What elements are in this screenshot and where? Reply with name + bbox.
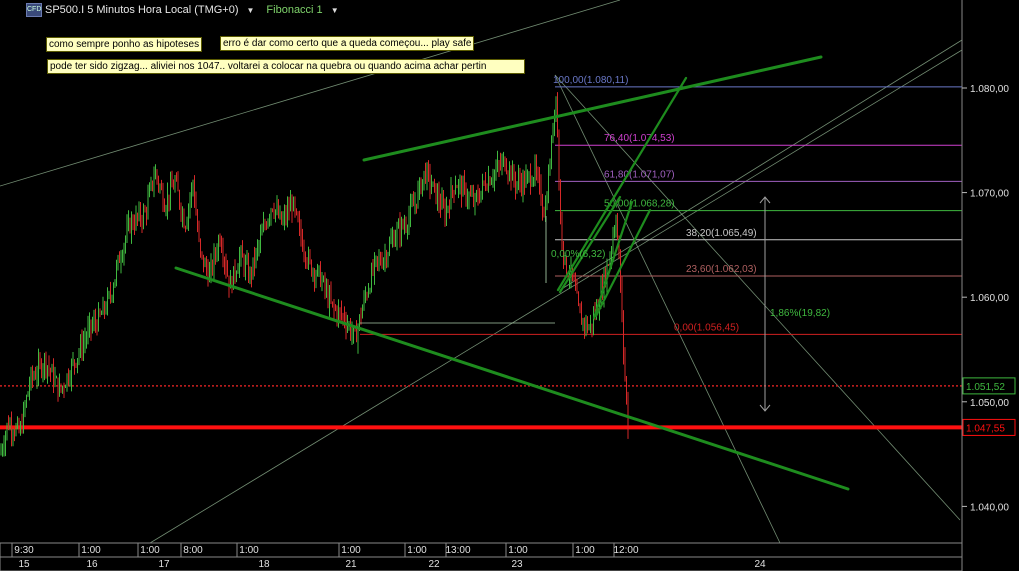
x-axis: 9:30 1:00 1:00 8:00 1:00 1:00 1:00 13:00 1:00 1:0… — [11, 543, 766, 570]
y-tick-label: 1.040,00 — [970, 502, 1009, 513]
trendline-1 — [174, 266, 850, 491]
trendline-4 — [558, 195, 622, 294]
horizontal-levels — [0, 385, 962, 430]
x-time-label: 1:00 — [341, 545, 361, 556]
chart-title: SP500.I 5 Minutos Hora Local (TMG+0) — [45, 4, 239, 16]
fib-label-5: 23,60(1.062,03) — [686, 264, 757, 275]
y-tick-label: 1.070,00 — [970, 189, 1009, 200]
x-time-label: 1:00 — [140, 545, 160, 556]
x-time-label: 8:00 — [183, 545, 203, 556]
cfd-icon: CFD — [26, 3, 42, 17]
trendline-3 — [592, 200, 634, 320]
symbol-dropdown-icon[interactable]: ▼ — [246, 5, 255, 15]
x-time-label: 9:30 — [14, 545, 34, 556]
x-day-label: 24 — [754, 559, 766, 570]
y-tick-label: 1.060,00 — [970, 293, 1009, 304]
x-time-label: 13:00 — [445, 545, 470, 556]
trendline-2 — [556, 76, 688, 292]
trendline-5 — [594, 208, 652, 318]
x-day-label: 18 — [258, 559, 270, 570]
y-tick-label: 1.050,00 — [970, 398, 1009, 409]
fib-zero-pct-label: 0,00%(6,32) — [551, 249, 605, 260]
price-box-1 — [962, 418, 1016, 436]
trendline-0 — [362, 55, 823, 162]
note-hypotheses[interactable]: como sempre ponho as hipoteses — [46, 37, 203, 52]
x-day-label: 17 — [158, 559, 170, 570]
y-tick-label: 1.080,00 — [970, 84, 1009, 95]
measure-arrow-head-top — [759, 196, 771, 204]
fib-label-4: 38,20(1.065,49) — [686, 228, 757, 239]
note-play-safe[interactable]: erro é dar como certo que a queda começo… — [220, 36, 475, 51]
chart-header: CFD SP500.I 5 Minutos Hora Local (TMG+0)… — [0, 0, 962, 20]
x-day-label: 15 — [18, 559, 30, 570]
fib-label-2: 61,80(1.071,07) — [604, 169, 675, 180]
fib-label-1: 76,40(1.074,53) — [604, 133, 675, 144]
fibonacci-levels: 100,00(1.080,11) 76,40(1.074,53) 61,80(1.0… — [360, 75, 962, 335]
note-zigzag[interactable]: pode ter sido zigzag... aliviei nos 1047… — [47, 59, 525, 74]
trendlines — [174, 55, 850, 491]
x-time-label: 1:00 — [407, 545, 427, 556]
diagonal-line-0 — [0, 0, 621, 187]
x-day-label: 16 — [86, 559, 98, 570]
price-box-0 — [962, 377, 1016, 395]
x-day-label: 23 — [511, 559, 523, 570]
x-day-label: 22 — [428, 559, 440, 570]
x-day-label: 21 — [345, 559, 357, 570]
diagonal-line-3 — [554, 74, 781, 544]
price-label-0: 1.051,52 — [966, 382, 1005, 393]
annotations: 1,86%(19,82) 0,00%(6,32) — [545, 196, 830, 412]
diagonal-line-4 — [554, 74, 961, 521]
fibonacci-tool-label[interactable]: Fibonacci 1 — [266, 4, 323, 16]
fib-label-6: 0,00(1.056,45) — [674, 322, 739, 333]
measure-arrow-head-bottom — [759, 404, 771, 412]
x-time-label: 1:00 — [239, 545, 259, 556]
fib-label-3: 50,00(1.068,28) — [604, 199, 675, 210]
x-time-label: 1:00 — [81, 545, 101, 556]
price-label-1: 1.047,55 — [966, 423, 1005, 434]
fib-label-0: 100,00(1.080,11) — [553, 75, 628, 86]
x-time-label: 12:00 — [613, 545, 638, 556]
y-axis: 1.080,00 1.070,00 1.060,00 1.050,00 1.040,00… — [962, 84, 1016, 513]
diagonal-line-2 — [559, 39, 963, 291]
x-time-label: 1:00 — [575, 545, 595, 556]
fibonacci-dropdown-icon[interactable]: ▼ — [330, 5, 339, 15]
diagonal-gridlines — [0, 0, 963, 544]
diagonal-line-1 — [149, 49, 963, 544]
retracement-pct-label: 1,86%(19,82) — [770, 308, 830, 319]
x-time-label: 1:00 — [508, 545, 528, 556]
